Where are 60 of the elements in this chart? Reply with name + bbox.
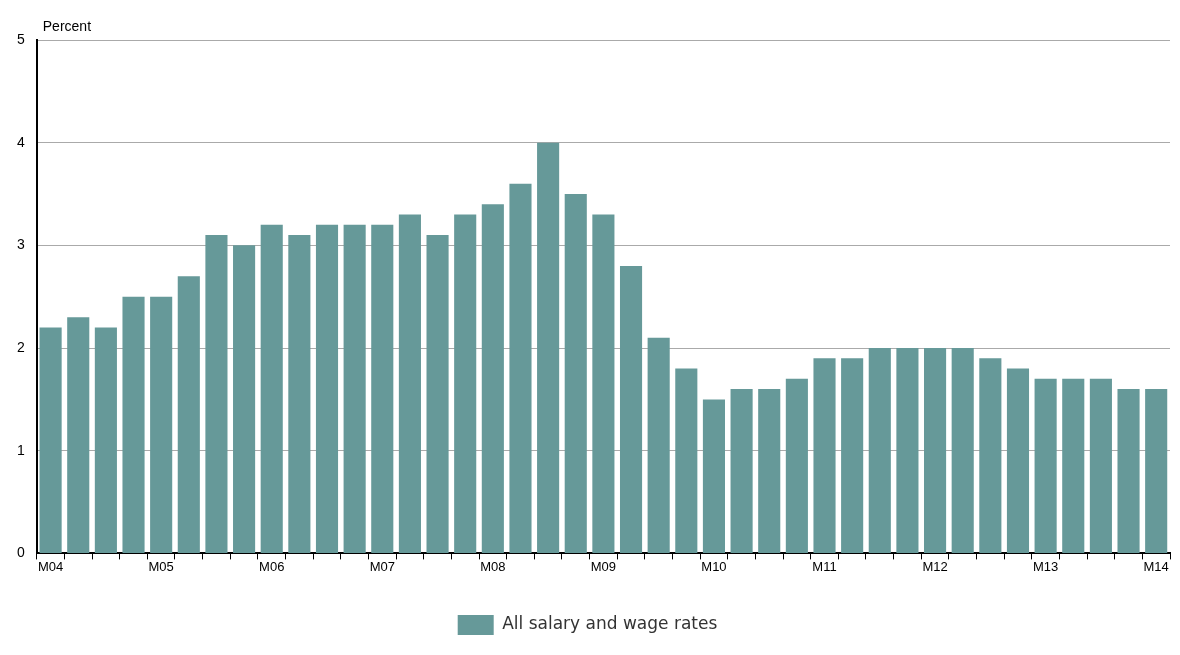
bar (675, 368, 698, 553)
bar (951, 348, 974, 553)
bar (979, 358, 1002, 553)
y-tick-label: 5 (16, 30, 25, 47)
y-tick-label: 4 (16, 133, 25, 150)
y-axis-title: Percent (42, 17, 92, 34)
x-tick-label: M07 (369, 558, 395, 574)
bar (177, 276, 200, 553)
bar (1062, 378, 1085, 553)
bar (481, 204, 504, 553)
x-tick-label: M14 (1143, 558, 1169, 574)
x-tick-label: M08 (480, 558, 506, 574)
bar (785, 378, 808, 553)
bar (454, 214, 477, 553)
y-tick-label: 0 (16, 544, 25, 561)
bar (537, 142, 560, 553)
x-tick-label: M13 (1032, 558, 1059, 574)
bar (619, 265, 643, 553)
x-tick-label: M04 (37, 558, 64, 574)
bar (315, 224, 339, 553)
bar (592, 214, 615, 553)
bar (813, 358, 836, 553)
x-tick-label: M05 (148, 558, 174, 574)
bar (205, 235, 228, 553)
bar (841, 358, 864, 553)
bar (233, 245, 256, 553)
bar (1034, 378, 1057, 553)
x-tick-label: M10 (701, 558, 727, 574)
bar (564, 194, 587, 553)
bar (122, 296, 145, 553)
x-tick-label: M12 (922, 558, 948, 574)
bar (758, 389, 781, 553)
bar (288, 235, 311, 553)
bar (260, 224, 283, 553)
bar (1006, 368, 1030, 553)
bar (343, 224, 366, 553)
x-tick-label: M09 (590, 558, 617, 574)
y-tick-label: 3 (16, 236, 25, 253)
bar (94, 327, 117, 553)
bar (426, 235, 449, 553)
bar (371, 224, 394, 553)
x-tick-label: M11 (812, 558, 837, 574)
bar (39, 327, 62, 553)
bar (150, 296, 173, 553)
legend-label: All salary and wage rates (502, 613, 718, 634)
bar (67, 317, 90, 553)
bar (1089, 378, 1112, 553)
y-tick-label: 1 (16, 441, 25, 458)
bar (509, 183, 532, 553)
bar (702, 399, 726, 553)
bar (1145, 389, 1168, 553)
bar (1117, 389, 1140, 553)
bar (398, 214, 421, 553)
bar (868, 348, 891, 553)
bar (924, 348, 947, 553)
x-tick-label: M06 (259, 558, 285, 574)
bar (896, 348, 919, 553)
bar (730, 389, 753, 553)
bar (647, 337, 670, 553)
y-tick-label: 2 (16, 338, 25, 355)
